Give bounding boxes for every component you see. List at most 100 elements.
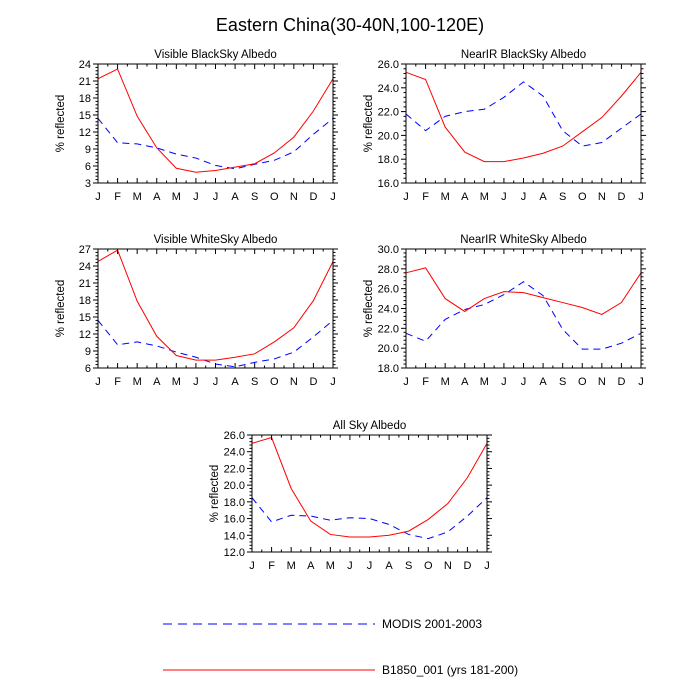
all-sky-ytick-label: 24.0 — [224, 447, 245, 459]
visible-whitesky-xtick-label: M — [133, 376, 142, 388]
visible-whitesky-xtick-label: J — [95, 376, 101, 388]
nearir-blacksky-xtick-label: J — [501, 191, 507, 203]
visible-whitesky-xtick-label: N — [290, 376, 298, 388]
nearir-blacksky-ytick-label: 16.0 — [378, 178, 399, 190]
visible-blacksky-ytick-label: 3 — [85, 178, 91, 190]
visible-blacksky-xtick-label: N — [290, 191, 298, 203]
all-sky-ytick-label: 12.0 — [224, 547, 245, 559]
visible-whitesky-frame — [97, 248, 334, 369]
all-sky-xtick-label: N — [444, 560, 452, 572]
nearir-whitesky-xtick-label: A — [461, 376, 469, 388]
nearir-whitesky-ytick-label: 26.0 — [378, 284, 399, 296]
all-sky-xtick-label: O — [424, 560, 433, 572]
visible-blacksky-xtick-label: O — [270, 191, 279, 203]
nearir-whitesky-ylabel: % reflected — [363, 280, 375, 338]
all-sky-xtick-label: J — [249, 560, 255, 572]
visible-blacksky-xtick-label: A — [231, 191, 239, 203]
nearir-whitesky-model-line — [405, 267, 642, 316]
visible-whitesky-xtick-label: O — [270, 376, 279, 388]
visible-whitesky-ytick-label: 24 — [79, 261, 91, 273]
visible-whitesky-ytick-label: 9 — [85, 346, 91, 358]
nearir-whitesky-ytick-label: 18.0 — [378, 363, 399, 375]
nearir-blacksky-ytick-label: 26.0 — [378, 59, 399, 71]
visible-blacksky-ytick-label: 24 — [79, 59, 91, 71]
visible-blacksky-xtick-label: A — [153, 191, 161, 203]
all-sky-xtick-label: F — [268, 560, 275, 572]
nearir-blacksky-xtick-label: J — [403, 191, 409, 203]
nearir-blacksky-model-line — [405, 71, 642, 163]
all-sky-modis-line — [251, 497, 488, 540]
nearir-whitesky-xtick-label: D — [617, 376, 625, 388]
all-sky-ytick-label: 14.0 — [224, 530, 245, 542]
visible-blacksky-xtick-label: M — [172, 191, 181, 203]
visible-blacksky-ytick-label: 21 — [79, 76, 91, 88]
all-sky-xtick-label: S — [405, 560, 412, 572]
visible-whitesky-xtick-label: A — [153, 376, 161, 388]
nearir-blacksky-xtick-label: N — [598, 191, 606, 203]
visible-blacksky-xtick-label: F — [114, 191, 121, 203]
visible-whitesky-title: Visible WhiteSky Albedo — [154, 234, 278, 246]
visible-blacksky-xtick-label: J — [193, 191, 199, 203]
all-sky-xtick-label: J — [484, 560, 490, 572]
all-sky-ytick-label: 26.0 — [224, 430, 245, 442]
visible-blacksky-ylabel: % reflected — [55, 95, 67, 153]
nearir-whitesky-xtick-label: J — [521, 376, 527, 388]
nearir-blacksky-ytick-label: 24.0 — [378, 83, 399, 95]
all-sky-ytick-label: 20.0 — [224, 480, 245, 492]
nearir-whitesky-ytick-label: 28.0 — [378, 264, 399, 276]
all-sky-ytick-label: 16.0 — [224, 514, 245, 526]
nearir-blacksky-ytick-label: 22.0 — [378, 107, 399, 119]
nearir-blacksky-ytick-label: 18.0 — [378, 154, 399, 166]
legend: MODIS 2001-2003 B1850_001 (yrs 181-200) — [163, 617, 518, 677]
nearir-whitesky-xtick-label: O — [578, 376, 587, 388]
nearir-whitesky-xtick-label: J — [403, 376, 409, 388]
nearir-blacksky-modis-line — [405, 81, 642, 147]
visible-whitesky-xtick-label: J — [193, 376, 199, 388]
all-sky-xtick-label: D — [463, 560, 471, 572]
visible-blacksky-title: Visible BlackSky Albedo — [154, 49, 277, 61]
visible-blacksky-ytick-label: 15 — [79, 110, 91, 122]
all-sky-model-line — [251, 436, 488, 538]
visible-blacksky-xtick-label: J — [95, 191, 101, 203]
nearir-whitesky-frame — [405, 248, 642, 369]
figure-title: Eastern China(30-40N,100-120E) — [216, 15, 484, 35]
visible-whitesky-xtick-label: M — [172, 376, 181, 388]
all-sky-xtick-label: M — [326, 560, 335, 572]
all-sky-ytick-label: 22.0 — [224, 463, 245, 475]
legend-modis-label: MODIS 2001-2003 — [382, 617, 482, 631]
nearir-blacksky-xtick-label: D — [617, 191, 625, 203]
nearir-blacksky-xtick-label: F — [422, 191, 429, 203]
legend-model-label: B1850_001 (yrs 181-200) — [382, 663, 518, 677]
nearir-blacksky-xtick-label: M — [480, 191, 489, 203]
visible-whitesky-ytick-label: 6 — [85, 363, 91, 375]
nearir-whitesky-xtick-label: J — [501, 376, 507, 388]
visible-whitesky-ytick-label: 18 — [79, 295, 91, 307]
visible-blacksky-xtick-label: J — [330, 191, 336, 203]
visible-whitesky-xtick-label: J — [213, 376, 219, 388]
nearir-whitesky-xtick-label: J — [638, 376, 644, 388]
visible-whitesky-ytick-label: 27 — [79, 244, 91, 256]
nearir-whitesky-xtick-label: N — [598, 376, 606, 388]
nearir-whitesky-xtick-label: M — [480, 376, 489, 388]
visible-blacksky-model-line — [97, 68, 334, 173]
nearir-blacksky-xtick-label: S — [559, 191, 566, 203]
nearir-blacksky-xtick-label: M — [441, 191, 450, 203]
visible-blacksky-xtick-label: D — [309, 191, 317, 203]
visible-whitesky-ytick-label: 12 — [79, 329, 91, 341]
all-sky-ytick-label: 18.0 — [224, 497, 245, 509]
visible-blacksky-modis-line — [97, 118, 334, 170]
visible-blacksky-xtick-label: J — [213, 191, 219, 203]
nearir-blacksky-xtick-label: J — [638, 191, 644, 203]
visible-whitesky-xtick-label: S — [251, 376, 258, 388]
all-sky-xtick-label: A — [307, 560, 315, 572]
nearir-whitesky-xtick-label: M — [441, 376, 450, 388]
nearir-whitesky-ytick-label: 24.0 — [378, 304, 399, 316]
visible-whitesky-xtick-label: F — [114, 376, 121, 388]
visible-whitesky-ylabel: % reflected — [55, 280, 67, 338]
visible-blacksky-xtick-label: M — [133, 191, 142, 203]
